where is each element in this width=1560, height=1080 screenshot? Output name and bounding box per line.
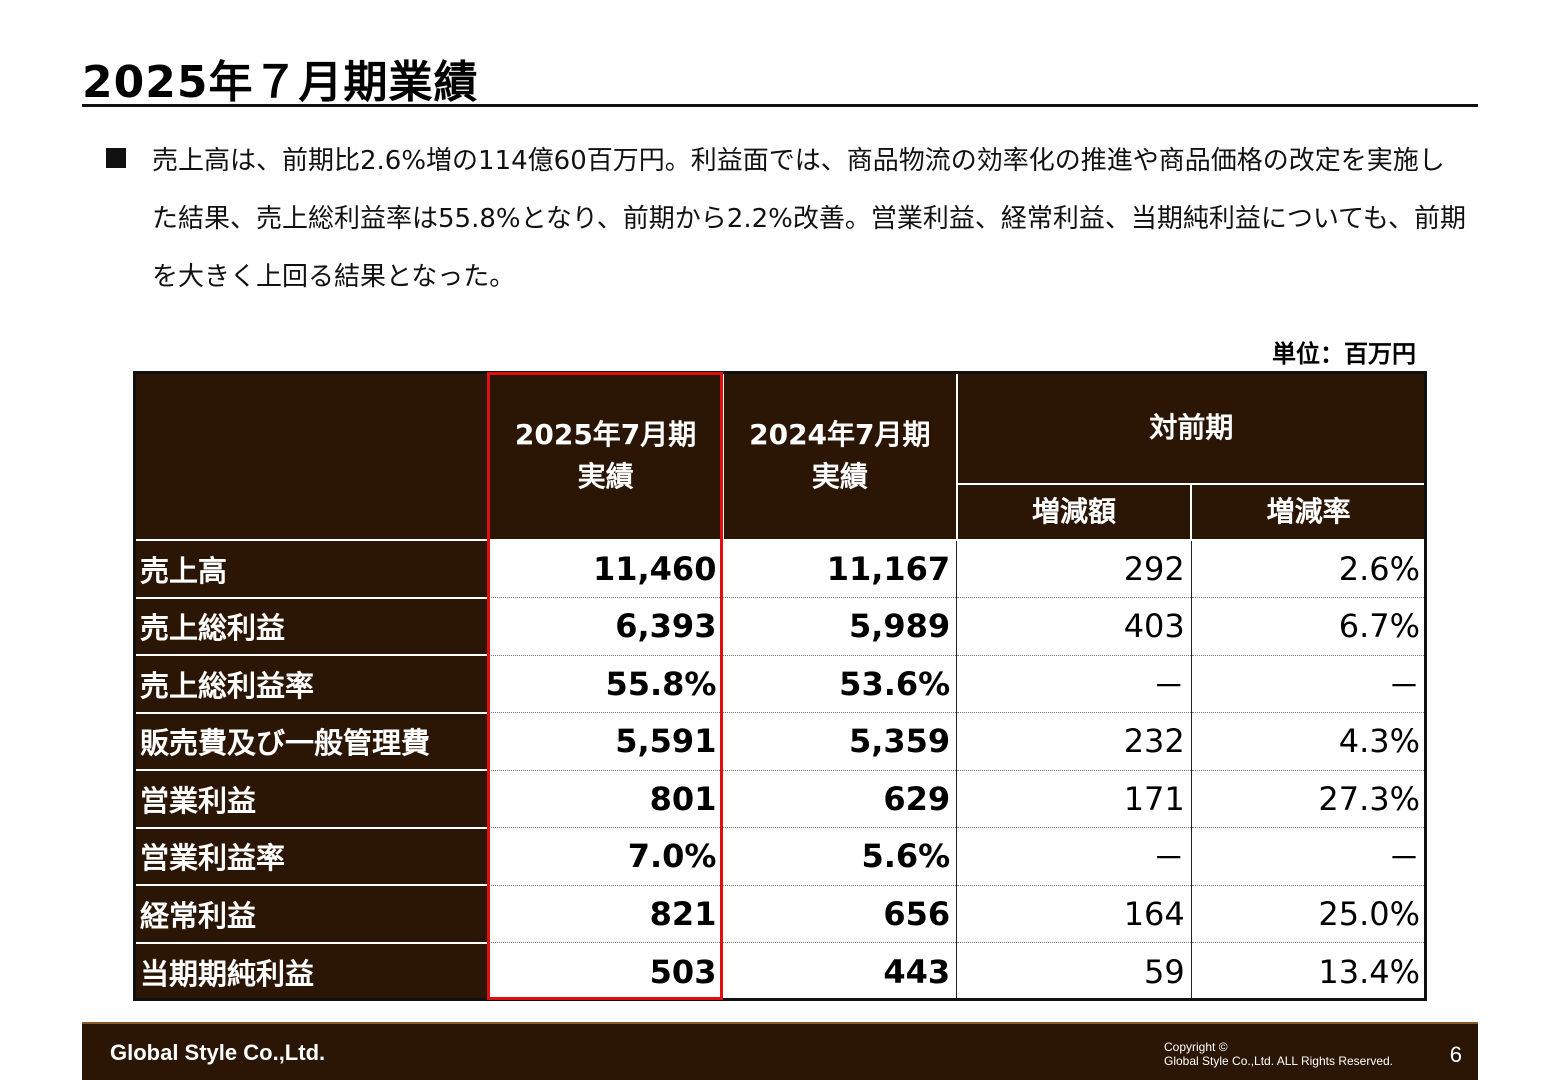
cell-current-value: 5,591 [487, 712, 723, 771]
cell-change-rate: 2.6% [1190, 540, 1426, 598]
cell-change-rate: － [1190, 827, 1426, 886]
footer-company-name: Global Style Co.,Ltd. [110, 1040, 326, 1065]
cell-change-amount: － [956, 655, 1192, 713]
results-table: 2025年7月期 実績 2024年7月期 実績 対前期 増減額 増減率 売上高 1… [132, 371, 1428, 1000]
row-label: 経常利益 [134, 884, 489, 943]
slide-title: 2025年７月期業績 [82, 57, 479, 108]
table-row: 当期期純利益 503 443 59 13.4% [134, 941, 1426, 1000]
footer-copyright: Copyright © Global Style Co.,Ltd. ALL Ri… [1164, 1040, 1393, 1068]
cell-change-amount: 292 [956, 540, 1192, 598]
cell-change-rate: 25.0% [1190, 885, 1426, 943]
footer-bar: Global Style Co.,Ltd. Copyright © Global… [82, 1022, 1478, 1080]
cell-change-rate: 6.7% [1190, 597, 1426, 656]
row-label: 売上高 [134, 539, 489, 598]
cell-change-rate: － [1190, 655, 1426, 713]
table-body: 売上高 11,460 11,167 292 2.6% 売上総利益 6,393 5,989 403… [134, 539, 1426, 1000]
cell-previous-value: 11,167 [722, 540, 957, 598]
unit-label: 単位：百万円 [1272, 340, 1416, 368]
cell-previous-value: 5,359 [722, 712, 957, 771]
cell-current-value: 11,460 [487, 540, 723, 598]
cell-change-amount: 59 [956, 942, 1192, 1000]
title-underline [82, 104, 1478, 107]
table-row: 売上高 11,460 11,167 292 2.6% [134, 539, 1426, 598]
cell-change-rate: 27.3% [1190, 770, 1426, 828]
summary-text: 売上高は、前期比2.6%増の114億60百万円。利益面では、商品物流の効率化の推… [152, 146, 1466, 292]
cell-current-value: 821 [487, 885, 723, 943]
row-label: 営業利益率 [134, 826, 489, 885]
page-number: 6 [1449, 1042, 1462, 1067]
table-row: 売上総利益 6,393 5,989 403 6.7% [134, 596, 1426, 656]
cell-change-amount: － [956, 827, 1192, 886]
table-row: 売上総利益率 55.8% 53.6% －－ [134, 654, 1426, 713]
cell-current-value: 801 [487, 770, 723, 828]
row-label: 売上総利益率 [134, 654, 489, 713]
table-row: 販売費及び一般管理費 5,591 5,359 232 4.3% [134, 711, 1426, 771]
square-bullet-icon [106, 148, 126, 168]
table-row: 営業利益率 7.0% 5.6% －－ [134, 826, 1426, 886]
cell-change-amount: 164 [956, 885, 1192, 943]
cell-change-amount: 171 [956, 770, 1192, 828]
cell-previous-value: 5,989 [722, 597, 957, 656]
cell-previous-value: 53.6% [722, 655, 957, 713]
header-blank-cell [132, 371, 490, 541]
cell-previous-value: 443 [722, 942, 957, 1000]
copyright-line-2: Global Style Co.,Ltd. ALL Rights Reserve… [1164, 1054, 1394, 1068]
table-row: 経常利益 821 656 164 25.0% [134, 884, 1426, 943]
cell-current-value: 55.8% [487, 655, 723, 713]
cell-change-amount: 232 [956, 712, 1192, 771]
row-label: 当期期純利益 [134, 941, 489, 1000]
table-row: 営業利益 801 629 171 27.3% [134, 769, 1426, 828]
cell-previous-value: 629 [722, 770, 957, 828]
header-previous-period: 2024年7月期 実績 [721, 371, 958, 541]
cell-previous-value: 5.6% [722, 827, 957, 886]
row-label: 販売費及び一般管理費 [134, 711, 489, 770]
cell-current-value: 7.0% [487, 827, 723, 886]
cell-previous-value: 656 [722, 885, 957, 943]
header-current-period: 2025年7月期 実績 [487, 371, 724, 541]
header-change-amount: 増減額 [955, 483, 1193, 541]
row-label: 営業利益 [134, 769, 489, 828]
summary-block: 売上高は、前期比2.6%増の114億60百万円。利益面では、商品物流の効率化の推… [106, 132, 1466, 306]
cell-current-value: 503 [487, 942, 723, 1000]
cell-change-rate: 4.3% [1190, 712, 1426, 771]
cell-change-rate: 13.4% [1190, 942, 1426, 1000]
row-label: 売上総利益 [134, 596, 489, 655]
cell-current-value: 6,393 [487, 597, 723, 656]
header-change-rate: 増減率 [1190, 483, 1427, 541]
copyright-line-1: Copyright © [1164, 1040, 1228, 1054]
cell-change-amount: 403 [956, 597, 1192, 656]
header-comparison: 対前期 [955, 371, 1428, 485]
